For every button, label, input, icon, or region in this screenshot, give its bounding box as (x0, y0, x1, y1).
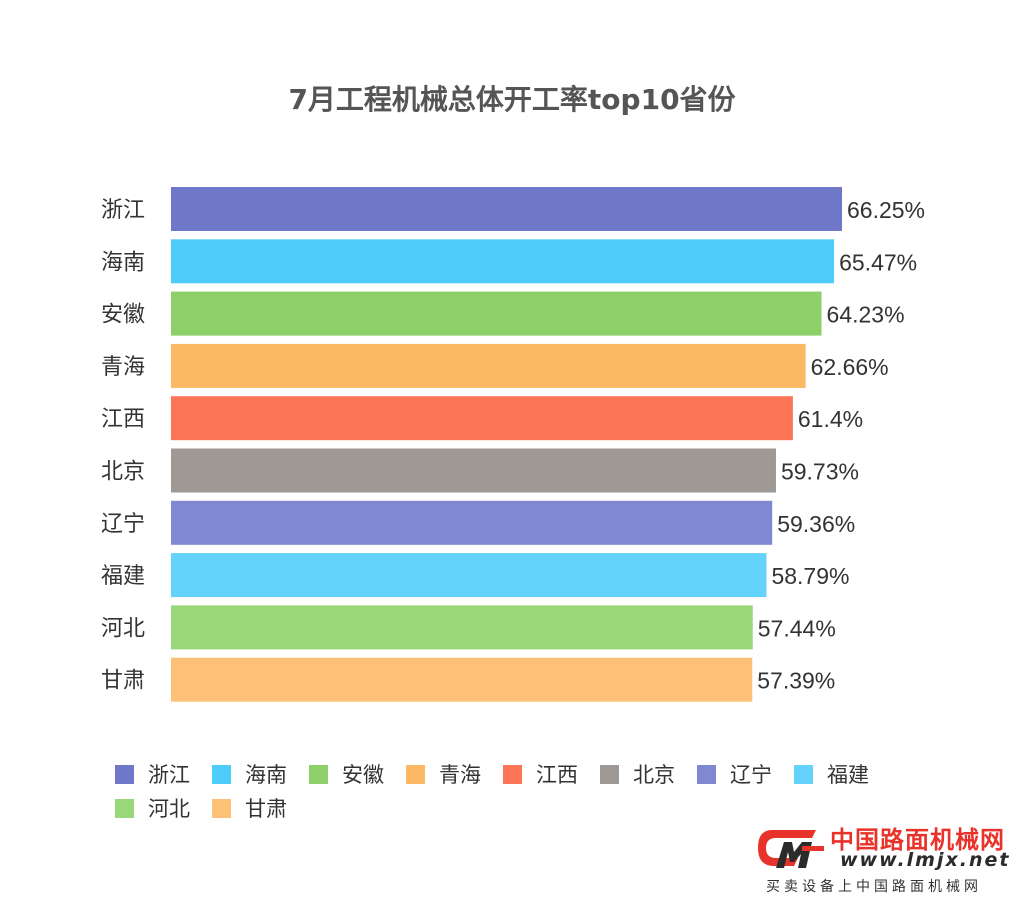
category-label: 辽宁 (101, 512, 145, 537)
data-label: 62.66% (811, 354, 889, 380)
data-label: 61.4% (798, 406, 863, 432)
legend-swatch (697, 764, 716, 784)
category-label: 福建 (101, 564, 145, 589)
bar (171, 657, 753, 702)
legend-item: 浙江 (115, 760, 212, 788)
legend-label: 安徽 (342, 763, 384, 787)
legend-item: 安徽 (309, 760, 406, 788)
bar (171, 396, 793, 441)
legend-item: 江西 (503, 760, 600, 788)
watermark: 中国路面机械网 www.lmjx.net 买卖设备上中国路面机械网 (758, 818, 1020, 908)
bar (171, 343, 806, 388)
chart-title: 7月工程机械总体开工率top10省份 (288, 83, 736, 116)
bar (171, 500, 773, 545)
legend-label: 辽宁 (730, 763, 772, 787)
category-label: 北京 (101, 460, 145, 485)
bar (171, 605, 753, 650)
legend-label: 青海 (439, 763, 481, 787)
legend-item: 河北 (115, 794, 212, 822)
bar (171, 239, 835, 284)
legend-swatch (309, 764, 328, 784)
data-label: 57.39% (757, 668, 835, 694)
data-label: 58.79% (771, 563, 849, 589)
legend-swatch (115, 764, 134, 784)
legend: 浙江 海南 安徽 青海 江西 北京 辽宁 福建河北 甘肃 (115, 760, 935, 822)
legend-label: 浙江 (148, 763, 190, 787)
legend-swatch (212, 764, 231, 784)
legend-item: 海南 (212, 760, 309, 788)
category-label: 海南 (101, 250, 145, 275)
bar (171, 291, 822, 336)
data-label: 66.25% (847, 197, 925, 223)
legend-label: 北京 (633, 763, 675, 787)
watermark-url: www.lmjx.net (840, 849, 1011, 871)
category-label: 青海 (101, 355, 145, 380)
watermark-slogan: 买卖设备上中国路面机械网 (766, 879, 982, 895)
legend-label: 河北 (148, 797, 190, 821)
data-label: 59.36% (777, 511, 855, 537)
watermark-name: 中国路面机械网 (830, 826, 1005, 854)
bar (171, 553, 767, 598)
category-label: 江西 (101, 407, 145, 432)
legend-swatch (212, 798, 231, 818)
category-label: 甘肃 (101, 669, 145, 694)
data-label: 65.47% (839, 249, 917, 275)
bar (171, 187, 842, 231)
legend-item: 辽宁 (697, 760, 794, 788)
category-label: 安徽 (101, 303, 145, 328)
legend-swatch (503, 764, 522, 784)
legend-item: 甘肃 (212, 794, 309, 822)
data-label: 59.73% (781, 459, 859, 485)
lmjx-logo-icon (758, 830, 824, 868)
category-label: 浙江 (101, 198, 145, 223)
bar (171, 448, 776, 493)
legend-item: 青海 (406, 760, 503, 788)
legend-swatch (406, 764, 425, 784)
legend-swatch (794, 764, 813, 784)
data-label: 57.44% (758, 615, 836, 641)
legend-label: 江西 (536, 763, 578, 787)
legend-swatch (115, 798, 134, 818)
legend-label: 福建 (827, 763, 869, 787)
legend-label: 甘肃 (245, 797, 287, 821)
legend-label: 海南 (245, 763, 287, 787)
legend-swatch (600, 764, 619, 784)
legend-item: 福建 (794, 760, 891, 788)
category-label: 河北 (101, 616, 145, 641)
legend-item: 北京 (600, 760, 697, 788)
data-label: 64.23% (827, 302, 905, 328)
